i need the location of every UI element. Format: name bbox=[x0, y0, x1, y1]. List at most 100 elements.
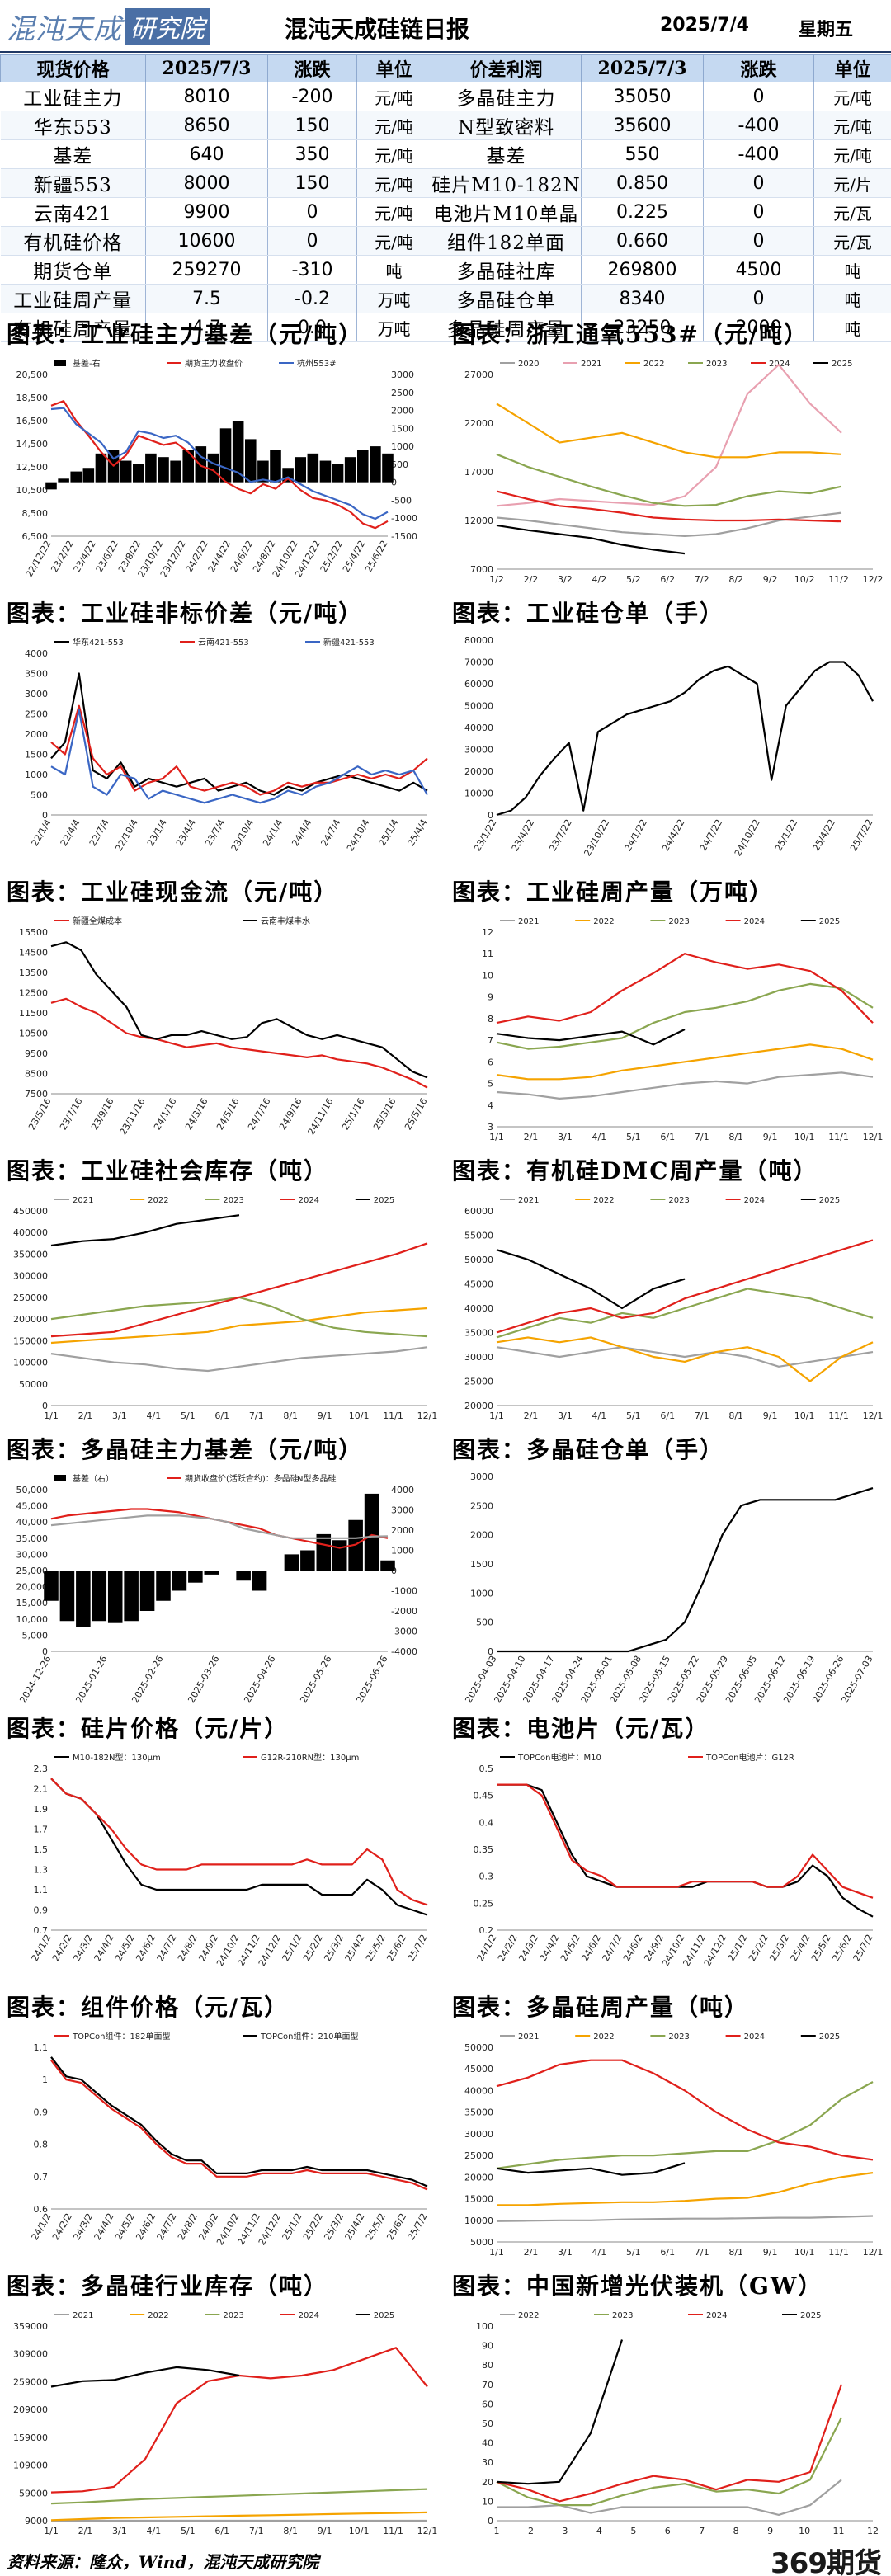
x-tick-label: 5/1 bbox=[181, 1410, 196, 1421]
table-cell: 万吨 bbox=[356, 284, 431, 313]
table-cell: 有机硅价格 bbox=[0, 226, 146, 256]
legend-label: 2023 bbox=[223, 1196, 243, 1205]
y-tick-label: 20000 bbox=[464, 1401, 493, 1411]
x-tick-label: 8/1 bbox=[283, 2526, 298, 2536]
chart-svg: 2021 2022 2023 2024 2025 359000 309000 259000 20… bbox=[13, 2311, 437, 2536]
x-tick-label: 6/1 bbox=[214, 2526, 229, 2536]
y-tick-label: 0.9 bbox=[34, 2107, 49, 2117]
y-tick-label: 60 bbox=[482, 2399, 493, 2409]
y-tick-label: 25000 bbox=[464, 2150, 493, 2161]
bar-mark bbox=[92, 1571, 107, 1622]
report-title: 混沌天成硅链日报 bbox=[285, 16, 470, 43]
x-tick-label: 9/1 bbox=[763, 1410, 778, 1421]
company-logo: 混沌天成 研究院 bbox=[7, 5, 210, 48]
y-tick-label: 80000 bbox=[464, 635, 493, 646]
y-tick-label: 12000 bbox=[464, 516, 493, 526]
series-line bbox=[50, 1214, 240, 1247]
series-line bbox=[50, 997, 428, 1089]
legend-label: 2025 bbox=[374, 1196, 394, 1205]
x-tick-label: 5/1 bbox=[181, 2526, 196, 2536]
column-header: 现货价格 bbox=[0, 54, 146, 82]
y-tick-label: 40000 bbox=[464, 1303, 493, 1314]
bar-series bbox=[45, 421, 394, 490]
legend-label: 云南丰煤丰水 bbox=[261, 916, 310, 926]
table-cell: 基差 bbox=[431, 139, 582, 169]
x-tick-label: 4/1 bbox=[592, 2247, 607, 2258]
x-tick-label: 25/1/2 bbox=[280, 1933, 304, 1963]
legend-label: 2021 bbox=[518, 1196, 539, 1205]
series-line bbox=[496, 1346, 874, 1368]
x-tick-label: 24/8/2 bbox=[621, 1933, 645, 1963]
y-tick-label: 3000 bbox=[470, 1472, 493, 1482]
x-tick-label: 24/10/22 bbox=[733, 817, 762, 858]
y-tick-label: 12500 bbox=[19, 988, 48, 999]
y-tick-label: 250000 bbox=[13, 1293, 48, 1303]
x-tick-label: 2025-04-26 bbox=[242, 1654, 277, 1705]
x-tick-label: 3/1 bbox=[558, 1410, 573, 1421]
x-tick-label: 25/1/16 bbox=[340, 1096, 366, 1132]
x-tick-label: 3/1 bbox=[558, 1132, 573, 1142]
x-tick-label: 8/1 bbox=[728, 2247, 743, 2258]
x-tick-label: 24/7/2 bbox=[155, 1933, 179, 1963]
x-tick-label: 25/7/22 bbox=[848, 817, 874, 853]
y-tick-label: 1000 bbox=[25, 770, 48, 780]
y-tick-label: 0 bbox=[488, 1646, 493, 1657]
x-tick-label: 11 bbox=[833, 2526, 845, 2536]
y-tick-label: 9000 bbox=[25, 2516, 48, 2527]
chart-svg: M10-182N型：130μm G12R-210RN型：130μm 2.3 2.1 1.… bbox=[30, 1752, 430, 1968]
y-tick-label: 5 bbox=[488, 1079, 493, 1090]
y-tick-label: 10000 bbox=[464, 2216, 493, 2226]
x-tick-label: 7/1 bbox=[249, 2526, 264, 2536]
x-tick-label: 10 bbox=[799, 2526, 810, 2536]
table-cell: 元/片 bbox=[813, 168, 891, 198]
table-body: 工业硅主力 8010 -200 元/吨 多晶硅主力 35050 0 元/吨 华东553 8650 1… bbox=[0, 82, 891, 342]
table-cell: 0 bbox=[703, 284, 814, 313]
y-tick-label: 11 bbox=[482, 949, 493, 959]
legend-swatch bbox=[54, 360, 66, 366]
logo-text: 混沌天成 bbox=[7, 12, 122, 46]
y-tick-label: 30000 bbox=[464, 2129, 493, 2140]
x-tick-label: 8/1 bbox=[283, 1410, 298, 1421]
y-tick-label: 70000 bbox=[464, 657, 493, 668]
series-line bbox=[50, 2060, 428, 2191]
series-line bbox=[496, 453, 842, 507]
chart-panel-c10: 图表：多晶硅仓单（手） 3000 2500 2000 1500 1000 500 0 2025-… bbox=[446, 1432, 891, 1706]
bar-mark bbox=[270, 450, 281, 483]
x-tick-label: 5/2 bbox=[626, 574, 641, 585]
x-tick-label: 11/1 bbox=[828, 1410, 849, 1421]
y-tick-label: 0.3 bbox=[479, 1872, 494, 1882]
y-tick-label: 4000 bbox=[25, 648, 48, 659]
y-tick-label: 1 bbox=[42, 2074, 48, 2085]
x-tick-label: 24/2/2 bbox=[50, 2211, 74, 2242]
y2-tick-label: 2000 bbox=[391, 406, 414, 417]
x-tick-label: 2/1 bbox=[524, 2247, 539, 2258]
column-header: 单位 bbox=[813, 54, 891, 82]
y-tick-label: 45000 bbox=[464, 2064, 493, 2074]
price-table: 现货价格 2025/7/3 涨跌 单位 价差利润 2025/7/3 涨跌 单位 工业硅主力 80… bbox=[0, 54, 891, 342]
y-tick-label: 7500 bbox=[25, 1089, 48, 1100]
y-tick-label: 5,000 bbox=[22, 1630, 49, 1641]
x-tick-label: 23/10/4 bbox=[229, 817, 256, 853]
x-tick-label: 2/1 bbox=[524, 1410, 539, 1421]
legend-label: 云南421-553 bbox=[198, 637, 249, 648]
x-tick-label: 24/5/16 bbox=[214, 1096, 241, 1132]
x-tick-label: 25/1/2 bbox=[280, 2211, 304, 2242]
y-tick-label: 1.3 bbox=[34, 1865, 49, 1876]
legend-label: 2022 bbox=[593, 917, 614, 926]
series-line bbox=[496, 2059, 874, 2161]
column-header: 涨跌 bbox=[703, 54, 814, 82]
x-tick-label: 4/1 bbox=[592, 1410, 607, 1421]
x-tick-label: 24/4/4 bbox=[290, 817, 314, 848]
bar-mark bbox=[139, 1571, 155, 1611]
x-tick-label: 24/11/16 bbox=[306, 1096, 336, 1137]
y-tick-label: 6,500 bbox=[22, 531, 49, 542]
y-tick-label: 10000 bbox=[464, 789, 493, 799]
bar-mark bbox=[236, 1571, 251, 1581]
table-cell: -400 bbox=[703, 111, 814, 140]
brand-number: 369 bbox=[771, 2547, 827, 2576]
table-cell: 550 bbox=[581, 139, 704, 169]
series-line bbox=[50, 1296, 428, 1338]
y-tick-label: 12 bbox=[482, 927, 493, 938]
y-tick-label: 7 bbox=[488, 1035, 493, 1046]
y-tick-label: 0.6 bbox=[34, 2204, 49, 2215]
